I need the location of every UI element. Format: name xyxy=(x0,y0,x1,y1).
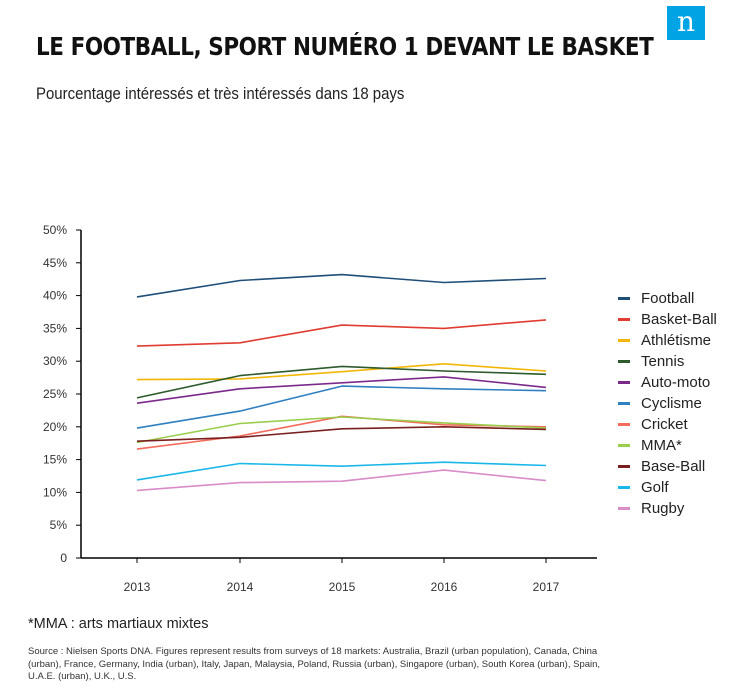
footnote: *MMA : arts martiaux mixtes xyxy=(28,616,209,632)
legend-label: Cyclisme xyxy=(641,395,702,412)
legend-label: Cricket xyxy=(641,416,688,433)
legend-item-basket-ball: Basket-Ball xyxy=(618,309,717,330)
chart-subtitle: Pourcentage intéressés et très intéressé… xyxy=(36,84,405,103)
series-line-mma xyxy=(136,416,547,444)
x-tick-label: 2014 xyxy=(227,580,254,594)
legend-swatch xyxy=(618,402,630,405)
legend-item-cricket: Cricket xyxy=(618,414,717,435)
y-tick-label: 40% xyxy=(43,289,67,303)
legend-label: Base-Ball xyxy=(641,458,706,475)
series-line-basket-ball xyxy=(136,319,547,347)
chart-legend: Football Basket-Ball Athlétisme Tennis Auto-… xyxy=(618,288,717,519)
legend-label: Football xyxy=(641,290,695,307)
y-tick-label: 20% xyxy=(43,420,67,434)
x-tick-label: 2015 xyxy=(329,580,356,594)
legend-swatch xyxy=(618,318,630,321)
legend-swatch xyxy=(618,360,630,363)
line-chart: 0 5% 10% 15% 20% 25% 30% 35% 40% 45% 50% 2013 2014 20… xyxy=(43,223,597,594)
legend-swatch xyxy=(618,381,630,384)
y-tick-label: 15% xyxy=(43,453,67,467)
legend-swatch xyxy=(618,297,630,300)
legend-label: Tennis xyxy=(641,353,685,370)
series-line-tennis xyxy=(136,365,547,399)
legend-item-rugby: Rugby xyxy=(618,498,717,519)
y-tick-label: 5% xyxy=(50,518,68,532)
legend-item-base-ball: Base-Ball xyxy=(618,456,717,477)
legend-item-cyclisme: Cyclisme xyxy=(618,393,717,414)
legend-swatch xyxy=(618,486,630,489)
legend-swatch xyxy=(618,444,630,447)
y-tick-label: 35% xyxy=(43,321,67,335)
series-line-cyclisme xyxy=(136,385,547,429)
legend-label: MMA* xyxy=(641,437,682,454)
chart-title: LE FOOTBALL, SPORT NUMÉRO 1 DEVANT LE BA… xyxy=(36,32,654,61)
series-line-auto-moto xyxy=(136,376,547,404)
y-tick-label: 45% xyxy=(43,256,67,270)
y-tick-label: 10% xyxy=(43,485,67,499)
legend-item-auto-moto: Auto-moto xyxy=(618,372,717,393)
legend-item-mma: MMA* xyxy=(618,435,717,456)
legend-item-golf: Golf xyxy=(618,477,717,498)
x-tick-label: 2016 xyxy=(431,580,458,594)
series-line-golf xyxy=(136,461,547,481)
y-tick-label: 30% xyxy=(43,354,67,368)
legend-item-football: Football xyxy=(618,288,717,309)
legend-item-tennis: Tennis xyxy=(618,351,717,372)
series-line-athl-tisme xyxy=(136,363,547,381)
legend-swatch xyxy=(618,465,630,468)
legend-swatch xyxy=(618,507,630,510)
y-tick-label: 0 xyxy=(60,551,67,565)
legend-label: Golf xyxy=(641,479,669,496)
legend-swatch xyxy=(618,339,630,342)
series-line-rugby xyxy=(136,469,547,492)
brand-logo: n xyxy=(667,6,705,40)
x-tick-label: 2017 xyxy=(533,580,560,594)
legend-item-athl-tisme: Athlétisme xyxy=(618,330,717,351)
y-tick-label: 50% xyxy=(43,223,67,237)
legend-label: Rugby xyxy=(641,500,685,517)
source-note: Source : Nielsen Sports DNA. Figures rep… xyxy=(28,646,601,682)
y-tick-label: 25% xyxy=(43,387,67,401)
series-line-cricket xyxy=(136,415,547,450)
series-line-base-ball xyxy=(136,426,547,442)
legend-label: Athlétisme xyxy=(641,332,712,349)
legend-swatch xyxy=(618,423,630,426)
legend-label: Auto-moto xyxy=(641,374,711,391)
legend-label: Basket-Ball xyxy=(641,311,717,328)
x-tick-label: 2013 xyxy=(124,580,151,594)
series-line-football xyxy=(136,273,547,298)
